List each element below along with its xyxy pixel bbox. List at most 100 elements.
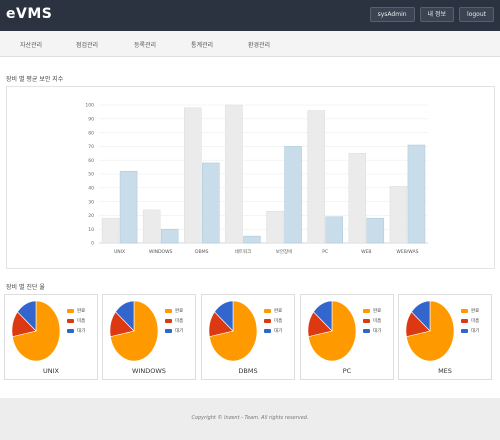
bar-gray-3[interactable] — [225, 104, 243, 244]
pie-slice-2[interactable] — [313, 300, 333, 332]
pie-slice-2[interactable] — [214, 300, 234, 332]
pie-card-unix: 완료 미흡 대기 UNIX — [4, 294, 98, 380]
legend-label: 대기 — [373, 329, 382, 334]
pie-slice-2[interactable] — [411, 300, 431, 332]
pie-chart-label: UNIX — [43, 367, 59, 375]
legend-swatch — [165, 309, 172, 313]
x-tick-label: WINDOWS — [149, 249, 173, 255]
bar-gray-6[interactable] — [348, 153, 367, 244]
bar-blue-7[interactable] — [407, 144, 426, 244]
bar-blue-6[interactable] — [366, 217, 385, 244]
legend-item: 미흡 — [264, 316, 282, 326]
bar-gray-5[interactable] — [307, 110, 325, 244]
bar-chart: 0 10 20 30 40 50 60 70 80 90 100 UNIX WINDOWS DBMS 네트워… — [85, 103, 428, 255]
bar-gray-2[interactable] — [184, 107, 202, 244]
footer-copyright: Copyright © Inzent - Team. All rights re… — [191, 415, 309, 421]
legend-label: 대기 — [471, 329, 480, 334]
legend-swatch — [264, 309, 271, 313]
y-tick-label: 40 — [88, 186, 94, 192]
y-tick-label: 50 — [88, 172, 94, 178]
legend-item: 대기 — [67, 326, 85, 336]
pie-chart — [405, 300, 455, 362]
logout-button[interactable]: logout — [459, 7, 494, 22]
legend-label: 완료 — [471, 309, 480, 314]
pie-chart-label: WINDOWS — [132, 367, 166, 375]
y-tick-label: 10 — [88, 227, 94, 233]
legend-item: 대기 — [264, 326, 282, 336]
nav-statistics-management[interactable]: 통계관리 — [191, 42, 214, 49]
legend-item: 완료 — [363, 306, 381, 316]
app-logo[interactable]: eVMS — [6, 6, 53, 22]
y-tick-label: 90 — [88, 117, 94, 123]
legend-swatch — [264, 319, 271, 323]
legend-swatch — [363, 319, 370, 323]
pie-chart — [208, 300, 258, 362]
pie-chart-label: MES — [438, 367, 452, 375]
x-tick-label: WEB — [361, 249, 371, 255]
top-bar: eVMS sysAdmin 내 정보 logout — [0, 0, 500, 31]
pie-chart — [307, 300, 357, 362]
my-info-button[interactable]: 내 정보 — [419, 7, 455, 22]
pie-section-title: 장비 별 진단 율 — [6, 284, 45, 291]
nav-inspection-management[interactable]: 점검관리 — [76, 42, 99, 49]
y-tick-label: 30 — [88, 199, 94, 205]
user-button[interactable]: sysAdmin — [369, 7, 415, 22]
legend-swatch — [363, 309, 370, 313]
pie-legend: 완료 미흡 대기 — [67, 306, 85, 336]
bar-blue-1[interactable] — [160, 228, 179, 244]
bar-blue-3[interactable] — [243, 235, 261, 244]
nav-asset-management[interactable]: 자산관리 — [20, 42, 43, 49]
pie-chart — [11, 300, 61, 362]
bar-blue-5[interactable] — [325, 216, 343, 244]
bar-gray-4[interactable] — [266, 211, 284, 244]
pie-slice-2[interactable] — [17, 300, 37, 332]
legend-label: 완료 — [373, 309, 382, 314]
legend-swatch — [461, 329, 468, 333]
footer: Copyright © Inzent - Team. All rights re… — [0, 398, 500, 440]
legend-item: 미흡 — [67, 316, 85, 326]
nav-environment-management[interactable]: 환경관리 — [248, 42, 271, 49]
legend-label: 미흡 — [175, 319, 184, 324]
pie-chart-label: PC — [342, 367, 352, 375]
y-tick-label: 80 — [88, 130, 94, 136]
legend-swatch — [461, 319, 468, 323]
y-tick-label: 100 — [85, 103, 94, 109]
legend-item: 미흡 — [461, 316, 479, 326]
bar-gray-0[interactable] — [101, 217, 120, 244]
bar-chart-panel: 0 10 20 30 40 50 60 70 80 90 100 UNIX WINDOWS DBMS 네트워… — [6, 86, 495, 269]
y-tick-label: 0 — [91, 241, 94, 247]
legend-swatch — [67, 309, 74, 313]
legend-label: 미흡 — [77, 319, 86, 324]
x-tick-label: PC — [322, 249, 328, 255]
legend-swatch — [67, 319, 74, 323]
header-buttons: sysAdmin 내 정보 logout — [369, 7, 494, 22]
legend-swatch — [67, 329, 74, 333]
legend-swatch — [363, 329, 370, 333]
x-tick-label: UNIX — [114, 249, 125, 255]
legend-item: 대기 — [165, 326, 183, 336]
bar-blue-2[interactable] — [202, 162, 220, 244]
pie-chart-label: DBMS — [238, 367, 258, 375]
legend-swatch — [461, 309, 468, 313]
x-tick-label: 네트워크 — [235, 248, 252, 255]
pie-legend: 완료 미흡 대기 — [363, 306, 381, 336]
bar-gray-1[interactable] — [142, 209, 161, 244]
nav-registration-management[interactable]: 등록관리 — [134, 42, 157, 49]
main-nav: 자산관리 점검관리 등록관리 통계관리 환경관리 — [0, 31, 500, 57]
legend-label: 대기 — [175, 329, 184, 334]
bar-blue-4[interactable] — [284, 146, 302, 244]
legend-item: 미흡 — [165, 316, 183, 326]
legend-label: 완료 — [274, 309, 283, 314]
legend-label: 완료 — [175, 309, 184, 314]
bar-gray-7[interactable] — [389, 186, 408, 244]
pie-slice-2[interactable] — [115, 300, 135, 332]
bar-blue-0[interactable] — [119, 170, 138, 244]
x-tick-label: DBMS — [195, 249, 208, 255]
pie-card-pc: 완료 미흡 대기 PC — [300, 294, 394, 380]
legend-item: 대기 — [363, 326, 381, 336]
